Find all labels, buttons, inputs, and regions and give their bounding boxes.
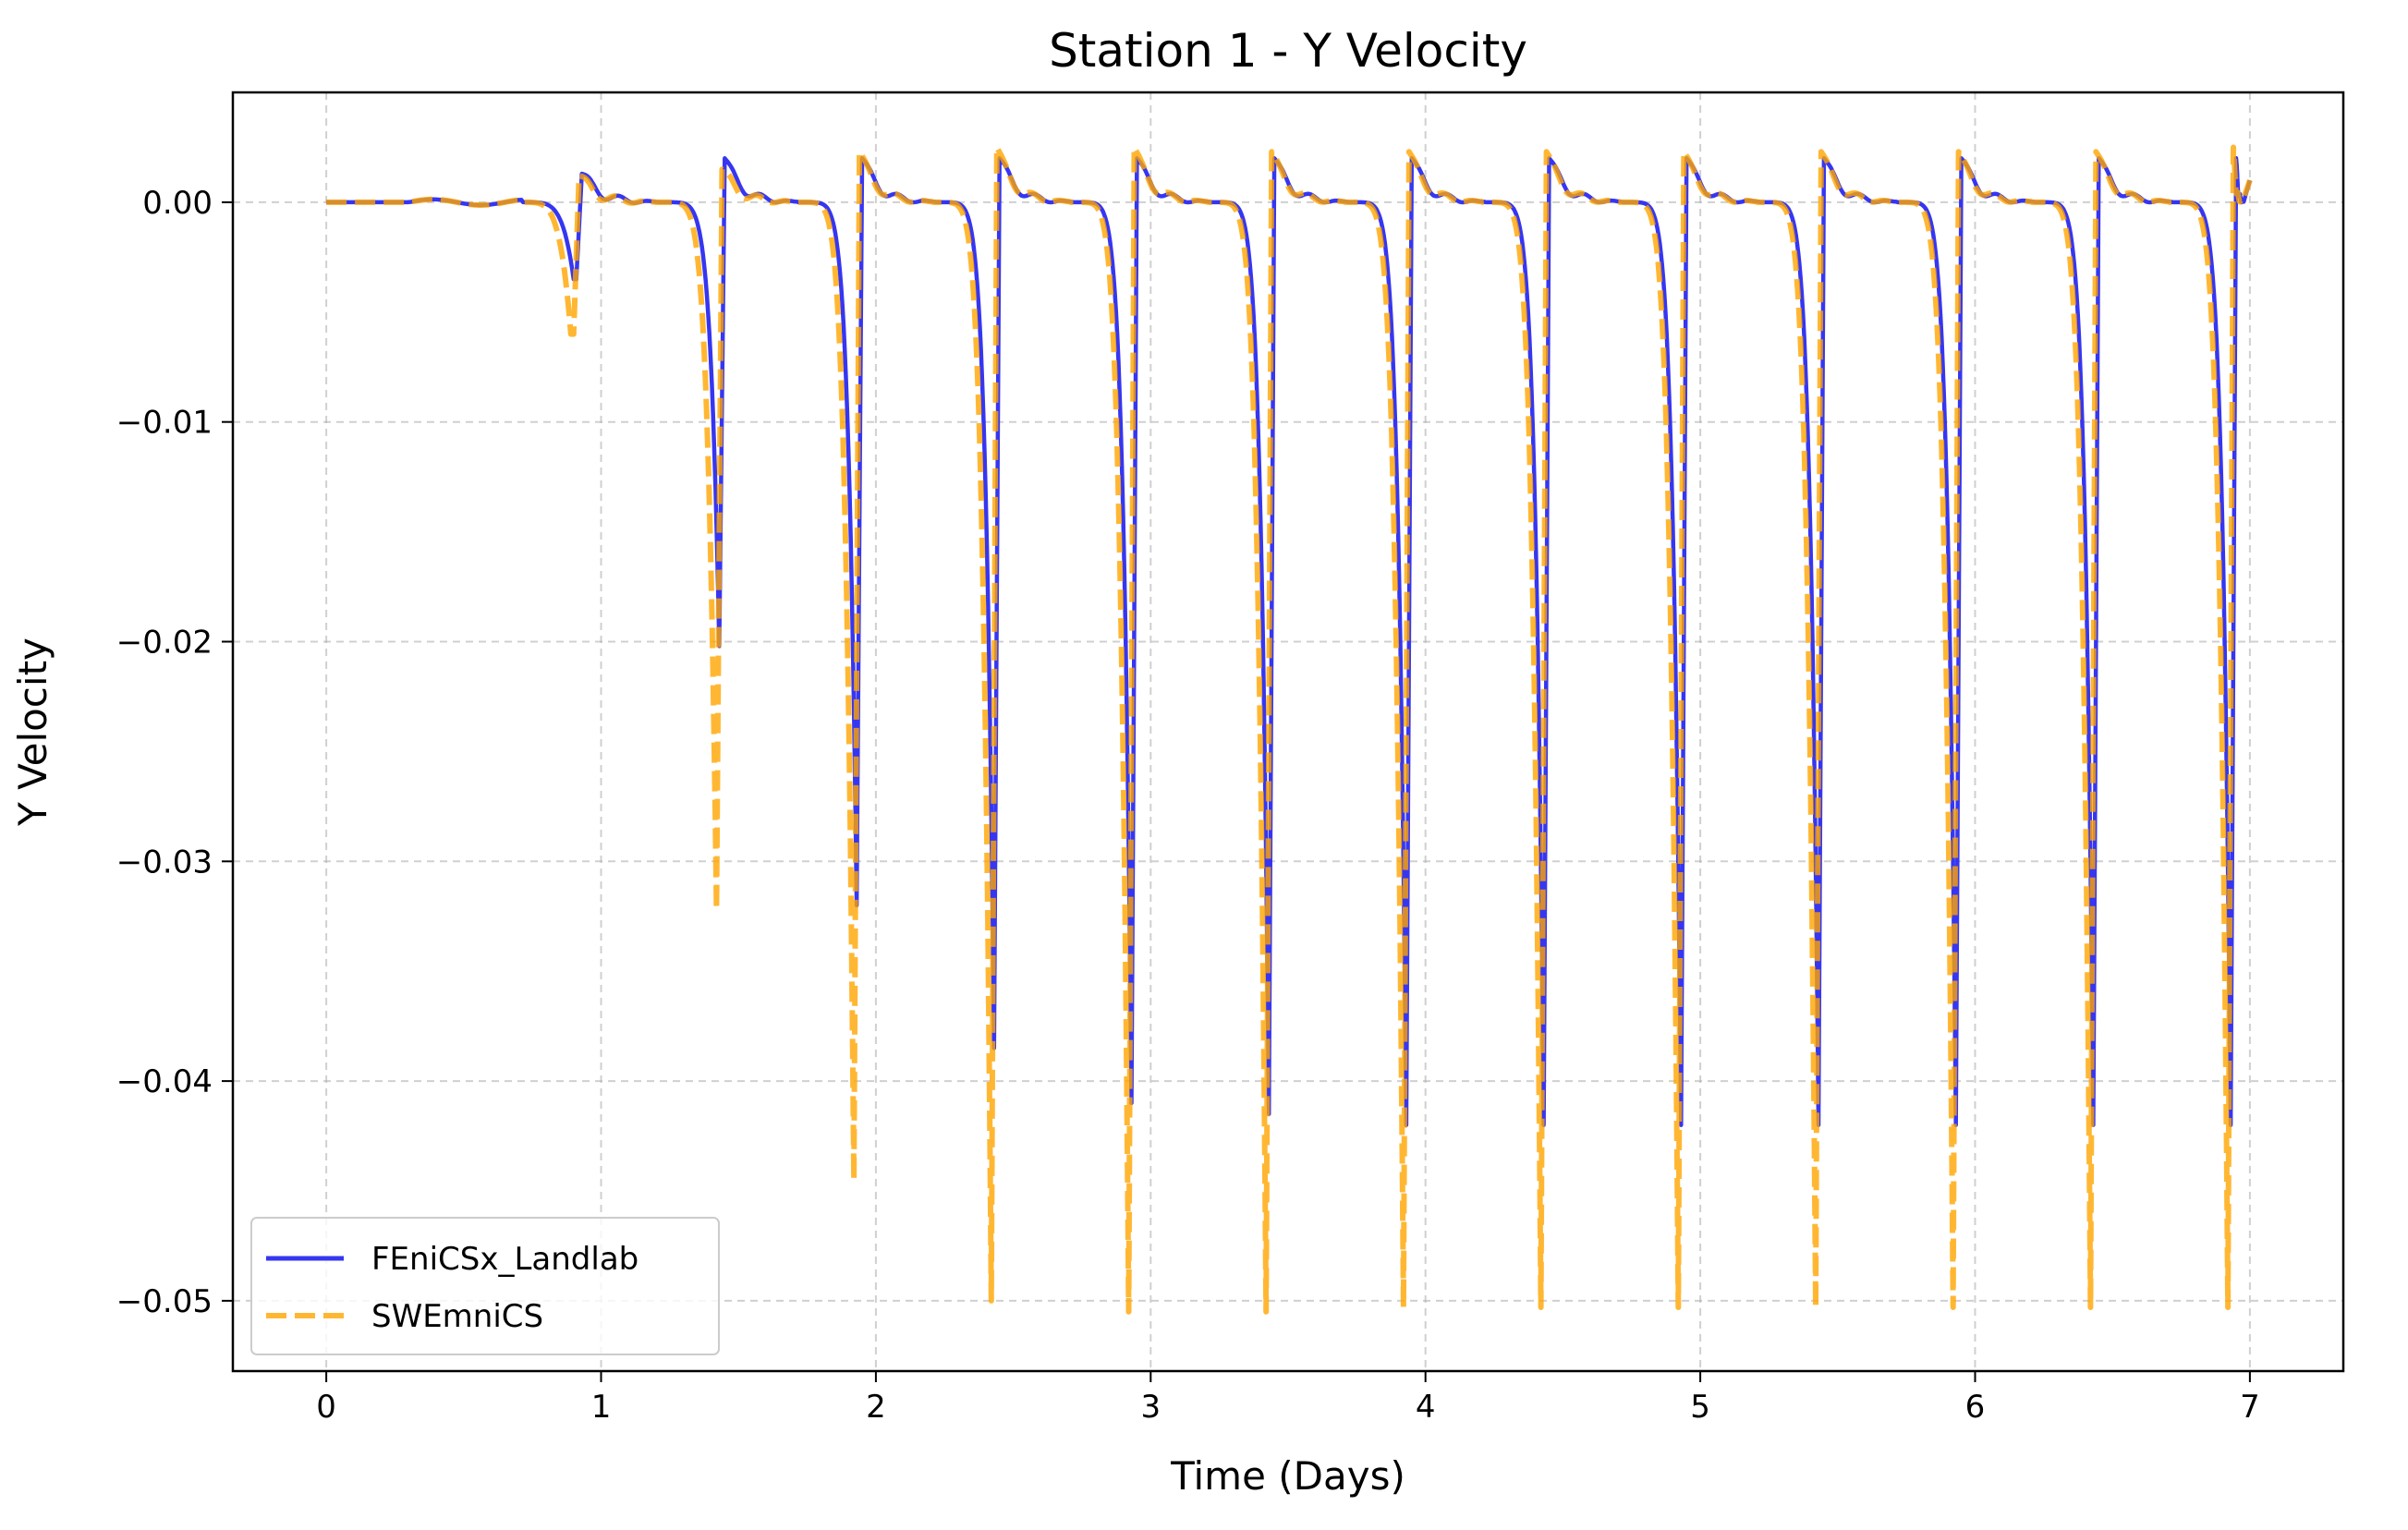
x-tick-label: 4 bbox=[1416, 1389, 1436, 1426]
y-tick-label: −0.03 bbox=[116, 844, 213, 880]
x-tick-label: 3 bbox=[1140, 1389, 1161, 1426]
legend-label-swemnics: SWEmniCS bbox=[371, 1298, 543, 1335]
y-tick-label: −0.05 bbox=[116, 1283, 213, 1320]
x-tick-label: 6 bbox=[1965, 1389, 1986, 1426]
x-tick-label: 0 bbox=[316, 1389, 336, 1426]
y-tick-label: −0.02 bbox=[116, 625, 213, 662]
y-tick-label: 0.00 bbox=[142, 185, 213, 222]
legend-label-fenicsx-landlab: FEniCSx_Landlab bbox=[371, 1241, 638, 1278]
y-axis-label: Y Velocity bbox=[10, 638, 55, 827]
x-tick-label: 5 bbox=[1690, 1389, 1710, 1426]
plot-frame bbox=[231, 91, 2345, 1373]
x-tick-label: 7 bbox=[2240, 1389, 2260, 1426]
x-tick-label: 1 bbox=[591, 1389, 612, 1426]
series-line-swemnics bbox=[326, 144, 2253, 1315]
y-tick-label: −0.04 bbox=[116, 1063, 213, 1100]
legend: FEniCSx_Landlab SWEmniCS bbox=[250, 1217, 720, 1355]
axis-ticks: 0 1 2 3 4 5 6 7 0.00 −0.01 −0.02 −0.03 −0.04 −0.05 bbox=[116, 185, 2260, 1426]
grid bbox=[233, 92, 2343, 1371]
legend-box bbox=[250, 1217, 720, 1355]
y-tick-label: −0.01 bbox=[116, 405, 213, 442]
chart-title: Station 1 - Y Velocity bbox=[1049, 24, 1527, 78]
plot-series bbox=[326, 144, 2253, 1315]
x-axis-label: Time (Days) bbox=[1170, 1453, 1405, 1499]
x-tick-label: 2 bbox=[866, 1389, 886, 1426]
